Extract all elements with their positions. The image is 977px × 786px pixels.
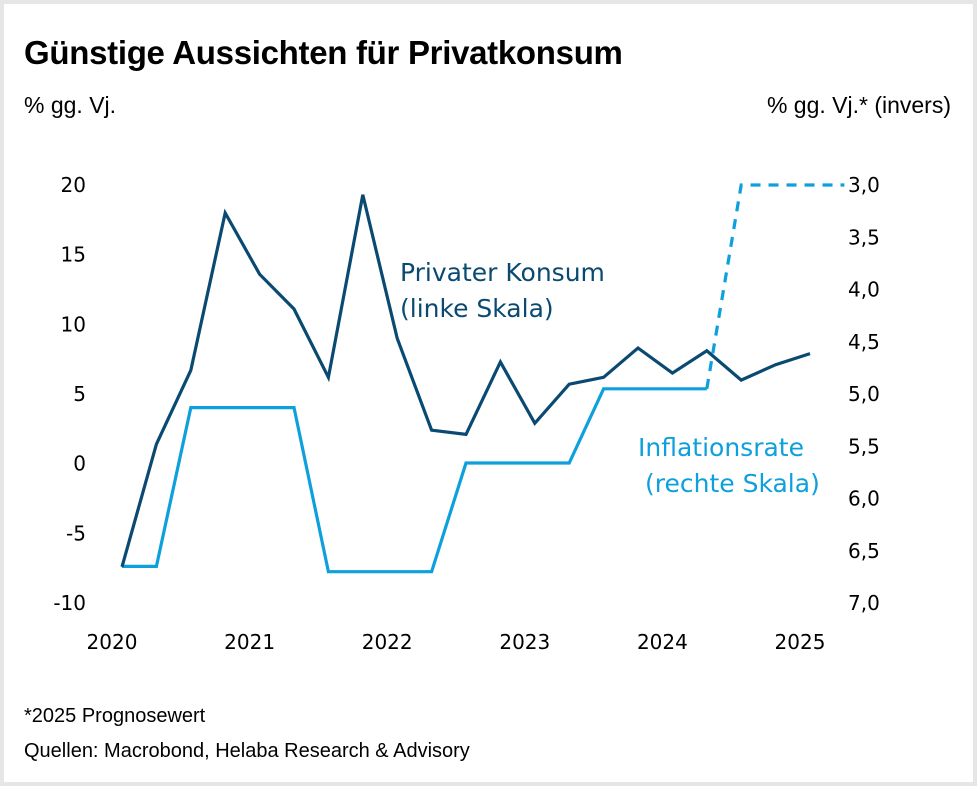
inflation-label-line-1: Inflationsrate (638, 433, 804, 462)
right-tick-label: 3,0 (848, 173, 880, 197)
right-tick-label: 4,0 (848, 278, 880, 302)
left-tick-label: 15 (61, 243, 86, 267)
x-axis-ticks: 2020 2021 2022 2023 2024 2025 (87, 630, 826, 654)
x-tick-label: 2021 (224, 630, 275, 654)
right-tick-label: 5,0 (848, 382, 880, 406)
inflation-forecast-line (705, 183, 845, 390)
right-axis-ticks: 3,0 3,5 4,0 4,5 5,0 5,5 6,0 6,5 7,0 (848, 173, 880, 615)
series-lines (120, 183, 845, 574)
right-tick-label: 5,5 (848, 434, 880, 458)
right-tick-label: 6,5 (848, 539, 880, 563)
left-tick-label: 5 (73, 382, 86, 406)
right-tick-label: 4,5 (848, 330, 880, 354)
right-tick-label: 6,0 (848, 487, 880, 511)
left-axis-unit: % gg. Vj. (24, 92, 117, 118)
x-tick-label: 2022 (362, 630, 413, 654)
left-tick-label: 10 (61, 312, 86, 336)
left-tick-label: 20 (61, 173, 86, 197)
right-tick-label: 7,0 (848, 591, 880, 615)
left-tick-label: -10 (53, 591, 86, 615)
chart-title: Günstige Aussichten für Privatkonsum (24, 34, 623, 71)
x-tick-label: 2025 (775, 630, 826, 654)
x-tick-label: 2024 (637, 630, 688, 654)
inflation-label-line-2: (rechte Skala) (645, 469, 820, 498)
chart-frame (4, 4, 973, 782)
footnote: *2025 Prognosewert (24, 705, 206, 727)
left-tick-label: -5 (66, 521, 86, 545)
x-tick-label: 2023 (499, 630, 550, 654)
inflation-line (122, 387, 707, 574)
consumption-label-line-2: (linke Skala) (400, 294, 554, 323)
consumption-label-line-1: Privater Konsum (400, 258, 605, 287)
left-tick-label: 0 (73, 452, 86, 476)
right-tick-label: 3,5 (848, 225, 880, 249)
left-axis-ticks: 20 15 10 5 0 -5 -10 (53, 173, 86, 615)
x-tick-label: 2020 (87, 630, 138, 654)
consumption-line (120, 194, 811, 568)
right-axis-unit: % gg. Vj.* (invers) (766, 92, 951, 118)
source-note: Quellen: Macrobond, Helaba Research & Ad… (24, 740, 470, 762)
